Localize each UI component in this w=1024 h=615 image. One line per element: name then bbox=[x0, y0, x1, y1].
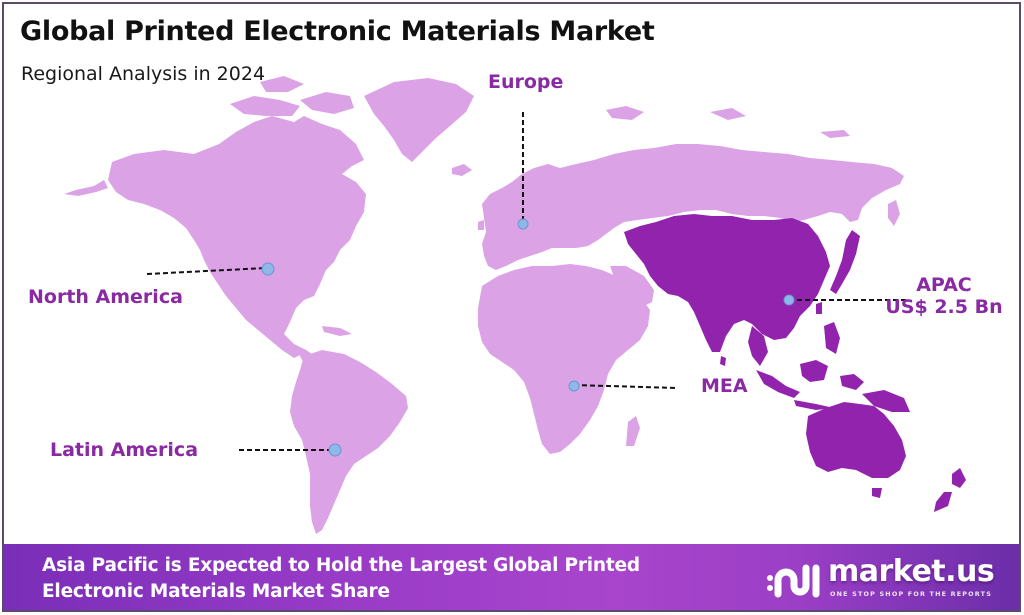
leader-line-north-america bbox=[146, 267, 267, 275]
label-latin-america: Latin America bbox=[50, 439, 199, 461]
brand-logo[interactable]: market.us ONE STOP SHOP FOR THE REPORTS bbox=[766, 554, 1006, 604]
region-markers bbox=[261, 218, 795, 457]
region-north-america bbox=[108, 116, 366, 358]
label-apac-value: US$ 2.5 Bn bbox=[885, 295, 1003, 318]
region-mea bbox=[478, 264, 650, 454]
marker-latin-america[interactable] bbox=[328, 443, 342, 457]
region-latin-america bbox=[290, 350, 408, 534]
label-europe: Europe bbox=[488, 71, 564, 93]
banner-line-1: Asia Pacific is Expected to Hold the Lar… bbox=[42, 555, 640, 576]
marker-europe[interactable] bbox=[517, 218, 529, 230]
market-us-logo-icon bbox=[767, 564, 820, 598]
region-apac bbox=[624, 214, 830, 352]
page-subtitle: Regional Analysis in 2024 bbox=[21, 63, 266, 85]
banner-line-2: Electronic Materials Market Share bbox=[42, 581, 390, 602]
label-north-america: North America bbox=[28, 286, 183, 308]
label-apac-name: APAC bbox=[916, 274, 972, 296]
marker-north-america[interactable] bbox=[261, 262, 275, 276]
logo-wordmark: market.us bbox=[828, 554, 995, 589]
region-europe bbox=[482, 144, 904, 270]
leader-lines bbox=[146, 112, 909, 451]
map-highlight-apac bbox=[624, 214, 966, 512]
footer-banner: Asia Pacific is Expected to Hold the Lar… bbox=[4, 544, 1019, 610]
logo-tagline: ONE STOP SHOP FOR THE REPORTS bbox=[830, 590, 993, 598]
label-mea: MEA bbox=[701, 375, 748, 397]
banner-message: Asia Pacific is Expected to Hold the Lar… bbox=[42, 553, 640, 605]
world-map bbox=[64, 76, 966, 534]
label-apac: APAC US$ 2.5 Bn bbox=[884, 274, 1004, 319]
marker-apac[interactable] bbox=[783, 294, 795, 306]
page-title: Global Printed Electronic Materials Mark… bbox=[20, 16, 655, 47]
marker-mea[interactable] bbox=[568, 380, 580, 392]
map-default-regions bbox=[64, 76, 904, 534]
leader-line-mea bbox=[573, 384, 678, 389]
